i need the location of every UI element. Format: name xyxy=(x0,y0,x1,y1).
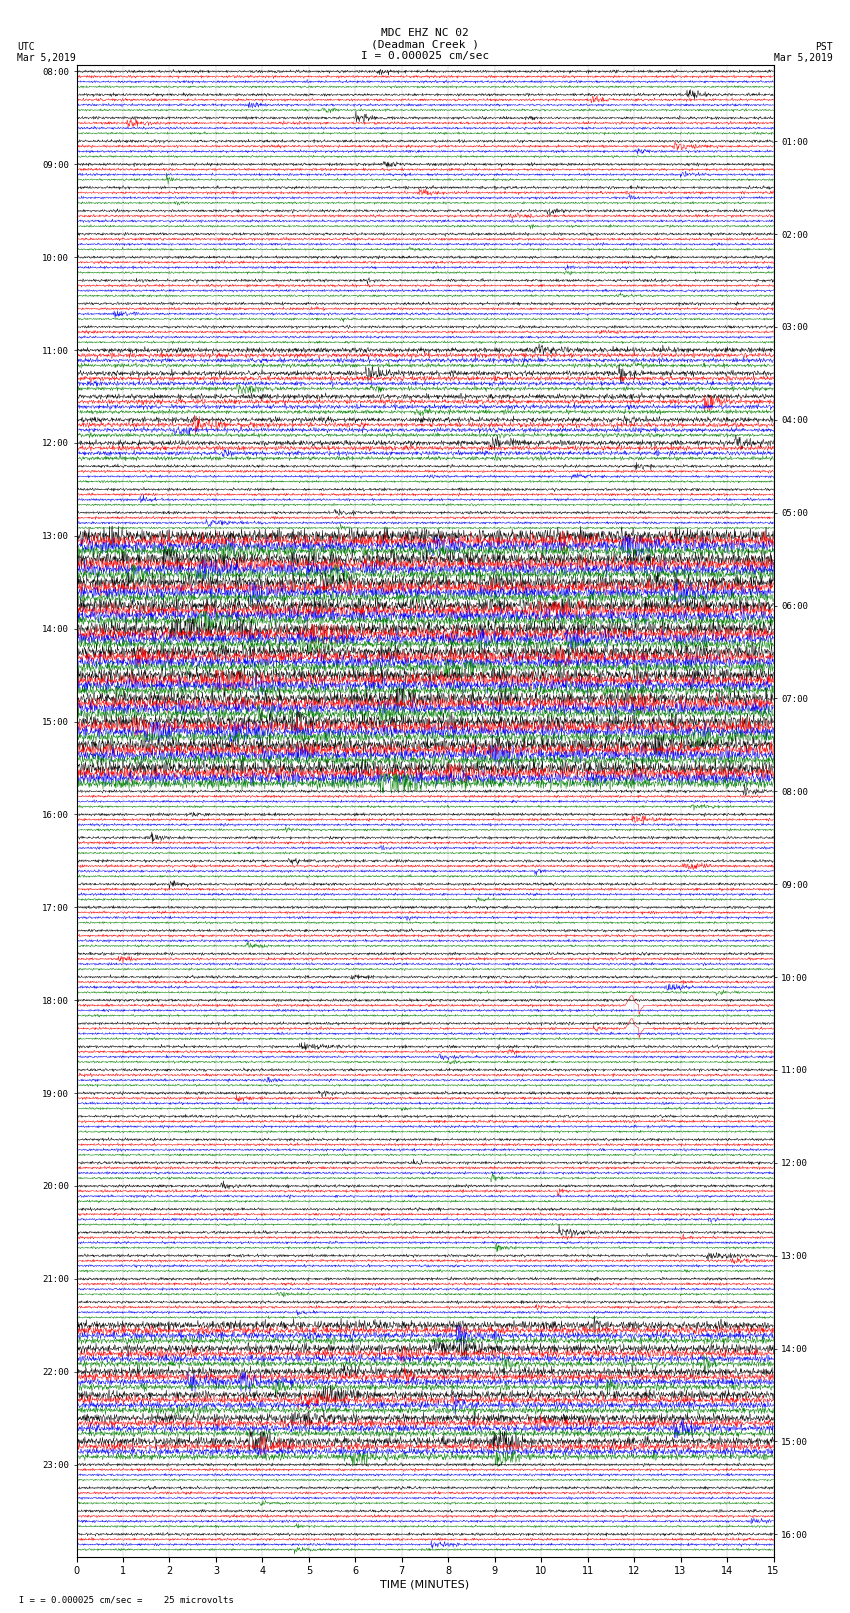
Title: MDC EHZ NC 02
(Deadman Creek )
I = 0.000025 cm/sec: MDC EHZ NC 02 (Deadman Creek ) I = 0.000… xyxy=(361,27,489,61)
Text: Mar 5,2019: Mar 5,2019 xyxy=(17,53,76,63)
X-axis label: TIME (MINUTES): TIME (MINUTES) xyxy=(381,1579,469,1589)
Text: UTC: UTC xyxy=(17,42,35,52)
Text: I = = 0.000025 cm/sec =    25 microvolts: I = = 0.000025 cm/sec = 25 microvolts xyxy=(8,1595,235,1605)
Text: Mar 5,2019: Mar 5,2019 xyxy=(774,53,833,63)
Text: PST: PST xyxy=(815,42,833,52)
